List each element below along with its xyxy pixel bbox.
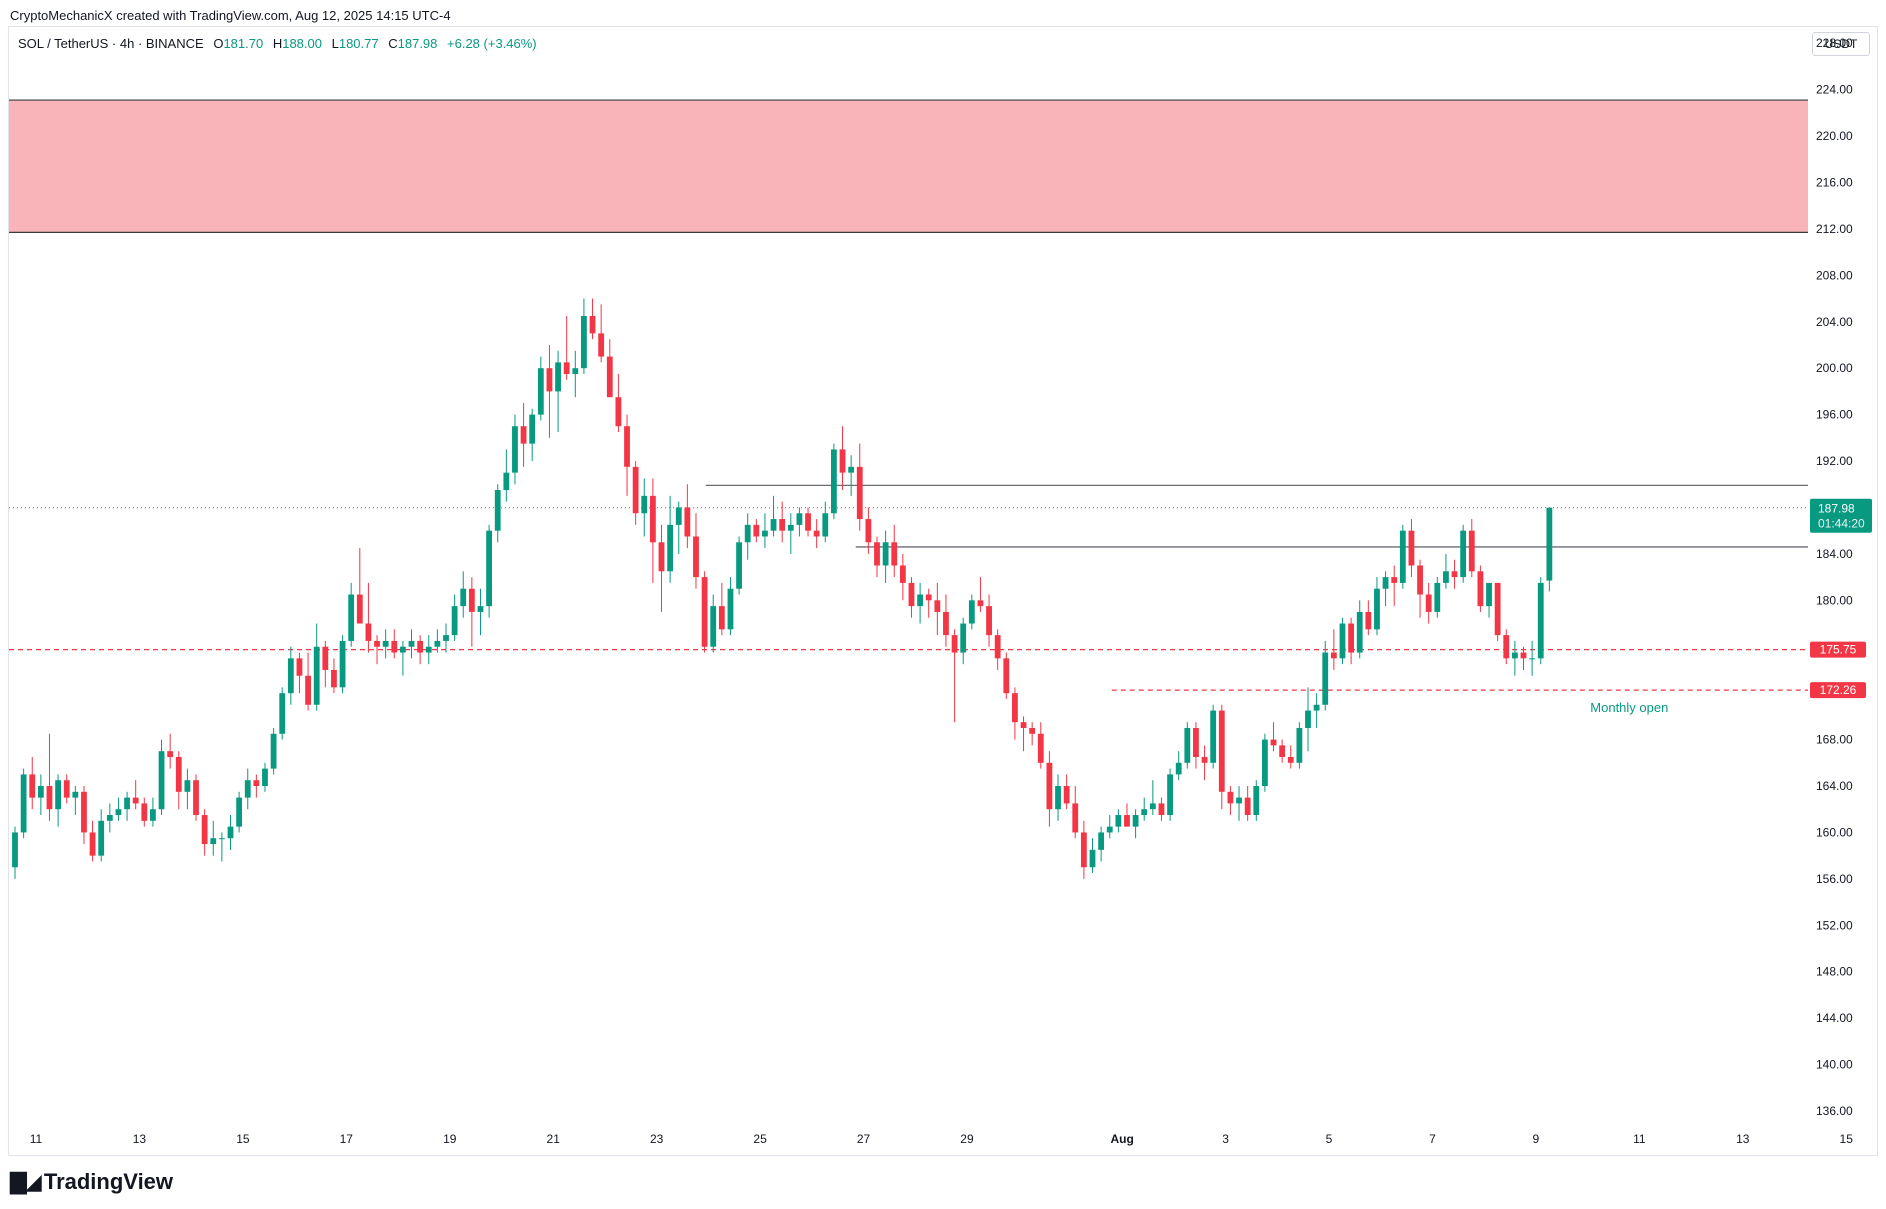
low-value: 180.77 — [338, 36, 379, 51]
open-label: O — [213, 36, 224, 51]
tradingview-logo[interactable]: ▇◢ TradingView — [10, 1169, 173, 1195]
close-value: 187.98 — [397, 36, 438, 51]
high-label: H — [272, 36, 283, 51]
symbol-legend: SOL / TetherUS · 4h · BINANCE O181.70 H1… — [18, 36, 537, 51]
tradingview-brand-text: TradingView — [43, 1169, 174, 1194]
symbol-name[interactable]: SOL / TetherUS · 4h · BINANCE — [18, 36, 204, 51]
chart-attribution: CryptoMechanicX created with TradingView… — [10, 8, 451, 23]
tradingview-logo-icon: ▇◢ — [10, 1169, 42, 1194]
close-label: C — [388, 36, 398, 51]
high-value: 188.00 — [282, 36, 322, 51]
open-value: 181.70 — [223, 36, 264, 51]
low-label: L — [331, 36, 339, 51]
chart-frame[interactable] — [8, 26, 1878, 1156]
currency-selector[interactable]: USDT — [1812, 32, 1870, 56]
change-value: +6.28 (+3.46%) — [447, 36, 537, 51]
